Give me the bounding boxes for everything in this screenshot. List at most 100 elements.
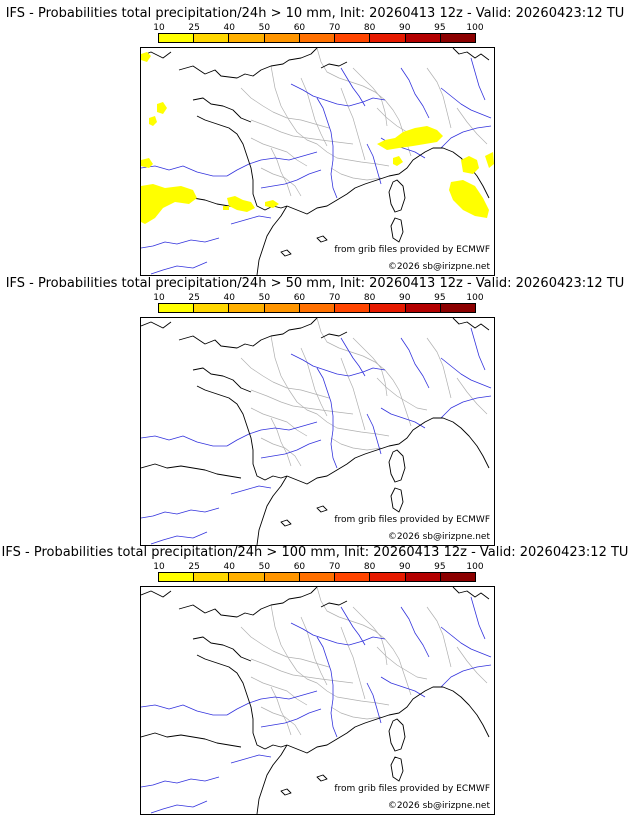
admin-border — [426, 67, 452, 129]
colorbar-swatch — [299, 573, 336, 581]
admin-border — [250, 137, 308, 167]
river — [150, 261, 208, 275]
colorbar-swatch — [229, 34, 265, 42]
coastline — [196, 115, 288, 211]
coastline — [196, 654, 288, 750]
precip-probability-area — [141, 52, 151, 62]
admin-border — [456, 646, 488, 684]
coastline — [452, 48, 490, 61]
colorbar-tick-label: 90 — [399, 562, 411, 572]
copyright-credit: ©2026 sb@irizpne.net — [387, 262, 490, 272]
coastline — [192, 636, 252, 662]
coastline — [390, 487, 404, 513]
river — [316, 636, 338, 738]
admin-border — [250, 676, 308, 706]
coastline — [192, 367, 252, 393]
admin-border — [340, 87, 366, 161]
colorbar-swatch — [194, 304, 230, 312]
river — [230, 485, 272, 495]
coastline — [178, 48, 318, 79]
admin-border — [240, 626, 330, 668]
coastline — [178, 587, 318, 618]
admin-border — [250, 407, 308, 437]
admin-border — [270, 335, 390, 437]
admin-border — [300, 77, 328, 147]
coastline — [418, 147, 490, 199]
river — [400, 67, 430, 119]
coastline — [388, 179, 406, 213]
france-map — [141, 48, 494, 275]
river — [380, 676, 426, 698]
colorbar-tick-label: 100 — [466, 562, 484, 572]
river — [470, 596, 486, 640]
precip-probability-area — [377, 126, 443, 150]
colorbar-tick-label: 60 — [293, 562, 306, 572]
river — [141, 507, 220, 519]
precip-probability-area — [485, 152, 494, 168]
admin-border — [316, 318, 412, 427]
map-frame: from grib files provided by ECMWF ©2026 … — [140, 317, 495, 546]
coastline — [286, 155, 420, 215]
colorbar-swatch — [229, 304, 265, 312]
river — [290, 83, 386, 107]
precip-probability-area — [265, 200, 279, 208]
coastline — [452, 318, 490, 331]
colorbar-swatch — [159, 304, 195, 312]
river — [340, 67, 366, 107]
colorbar-tick-label: 95 — [434, 562, 446, 572]
coastline — [320, 600, 348, 608]
colorbar-tick-label: 90 — [399, 293, 411, 303]
river — [340, 337, 366, 377]
map-panel-100mm: IFS - Probabilities total precipitation/… — [0, 545, 630, 815]
river — [226, 421, 318, 447]
coastline — [316, 235, 328, 243]
river — [440, 357, 492, 389]
river — [141, 165, 227, 177]
coastline — [178, 318, 318, 349]
colorbar-tick-label: 25 — [188, 562, 200, 572]
colorbar-swatch — [264, 34, 300, 42]
river — [150, 531, 208, 545]
colorbar-swatch — [440, 573, 475, 581]
coastline — [141, 463, 242, 479]
admin-border — [270, 147, 292, 197]
colorbar-tick-label: 10 — [153, 562, 165, 572]
precip-probability-area — [449, 180, 489, 218]
colorbar-swatch — [335, 573, 371, 581]
admin-border — [250, 658, 354, 684]
coastline — [388, 718, 406, 752]
admin-border — [352, 67, 388, 127]
colorbar-tick-label: 70 — [328, 23, 341, 33]
coastline — [452, 587, 490, 600]
admin-border — [426, 606, 452, 668]
map-frame: from grib files provided by ECMWF ©2026 … — [140, 47, 495, 276]
river — [366, 682, 382, 724]
source-credit: from grib files provided by ECMWF — [334, 515, 490, 525]
colorbar-swatch — [194, 573, 230, 581]
coastline — [141, 732, 242, 748]
precip-probability-area — [141, 158, 153, 168]
colorbar-tick-label: 80 — [363, 562, 376, 572]
river — [316, 367, 338, 469]
coastline — [286, 425, 420, 485]
coastline — [280, 249, 292, 257]
colorbar-swatch — [440, 304, 475, 312]
admin-border — [376, 646, 428, 680]
river — [366, 413, 382, 455]
coastline — [316, 774, 328, 782]
colorbar-swatch — [264, 573, 300, 581]
admin-border — [352, 606, 388, 666]
river — [260, 708, 322, 728]
coastline — [390, 756, 404, 782]
colorbar-swatch — [370, 304, 406, 312]
colorbar-tick-label: 100 — [466, 23, 484, 33]
river — [230, 754, 272, 764]
map-frame: from grib files provided by ECMWF ©2026 … — [140, 586, 495, 815]
panel-title: IFS - Probabilities total precipitation/… — [5, 276, 625, 291]
colorbar-tick-label: 90 — [399, 23, 411, 33]
precip-probability-area — [393, 156, 403, 166]
colorbar-swatch — [159, 34, 195, 42]
river — [141, 435, 227, 447]
coastline — [196, 385, 288, 481]
river — [440, 626, 492, 658]
